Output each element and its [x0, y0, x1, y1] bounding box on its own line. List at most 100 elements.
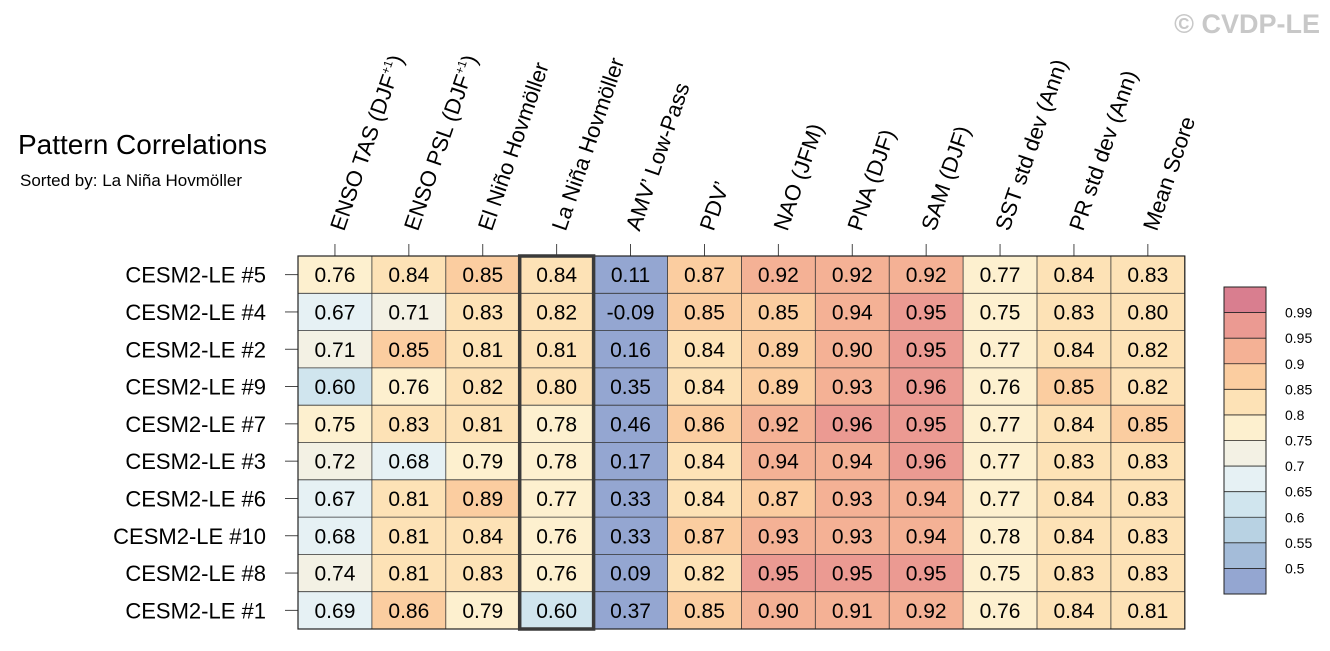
- cell-value: 0.17: [610, 451, 651, 474]
- cell-value: 0.60: [536, 600, 577, 623]
- heatmap-cell: [298, 554, 373, 593]
- column-labels: ENSO TAS (DJF+1)ENSO PSL (DJF+1)El Niño …: [325, 51, 1200, 256]
- highlight-box: [517, 254, 596, 631]
- cell-value: 0.81: [462, 339, 503, 362]
- cell-value: 0.82: [684, 563, 725, 586]
- cell-value: 0.94: [906, 525, 947, 548]
- cell-value: 0.84: [536, 264, 577, 287]
- cell-value: 0.84: [1054, 600, 1095, 623]
- heatmap-cell: [741, 517, 816, 555]
- cell-value: 0.35: [610, 376, 651, 399]
- column-label: AMV’ Low-Pass: [621, 79, 695, 233]
- colorbar-swatch: [1224, 542, 1266, 569]
- cell-value: 0.90: [832, 339, 873, 362]
- heatmap-cell: [963, 517, 1038, 555]
- heatmap-cell: [815, 591, 890, 630]
- heatmap-cell: [1110, 442, 1186, 481]
- cell-value: 0.86: [388, 600, 429, 623]
- cell-value: 0.83: [1054, 451, 1095, 474]
- cell-value: 0.75: [980, 301, 1021, 324]
- cell-value: 0.95: [906, 301, 947, 324]
- cell-value: 0.95: [906, 413, 947, 436]
- cell-value: 0.95: [906, 339, 947, 362]
- cell-value: 0.95: [758, 563, 799, 586]
- colorbar-tick-label: 0.65: [1285, 484, 1312, 500]
- heatmap-cell: [519, 330, 595, 369]
- row-label: CESM2-LE #9: [125, 375, 266, 400]
- cell-value: 0.77: [980, 339, 1021, 362]
- colorbar: 0.5 0.55 0.6 0.65 0.7 0.75 0.8 0.85 0.9 0.95 0.99: [1223, 286, 1312, 595]
- cell-value: 0.11: [611, 264, 650, 287]
- heatmap-cell: [298, 591, 373, 630]
- chart-subtitle: Sorted by: La Niña Hovmöller: [20, 171, 242, 190]
- cell-value: 0.92: [758, 413, 799, 436]
- heatmap-cell: [371, 330, 447, 369]
- cell-value: 0.71: [315, 339, 356, 362]
- cell-value: 0.90: [758, 600, 799, 623]
- heatmap-cell: [593, 367, 668, 406]
- colorbar-swatch: [1224, 389, 1266, 416]
- heatmap-cell: [593, 405, 668, 443]
- highlight-column-box: [517, 254, 596, 631]
- heatmap-cell: [889, 554, 964, 593]
- heatmap-cell: [445, 330, 521, 369]
- cell-value: 0.83: [1054, 301, 1095, 324]
- heatmap-cell: [1037, 517, 1112, 555]
- cell-value: 0.83: [1127, 264, 1168, 287]
- heatmap-cell: [889, 256, 964, 294]
- heatmap-cell: [1110, 591, 1186, 630]
- colorbar-tick-label: 0.85: [1285, 381, 1312, 397]
- cell-value: 0.84: [684, 451, 725, 474]
- heatmap-cell: [963, 256, 1038, 294]
- cell-value: 0.93: [758, 525, 799, 548]
- colorbar-tick-label: 0.75: [1285, 433, 1312, 449]
- cell-value: 0.78: [536, 451, 577, 474]
- heatmap-cell: [889, 442, 964, 481]
- heatmap-cell: [963, 405, 1038, 443]
- column-label: PNA (DJF): [842, 126, 900, 234]
- colorbar-tick-label: 0.55: [1285, 535, 1312, 551]
- cell-value: 0.82: [1127, 339, 1168, 362]
- cell-value: 0.89: [462, 488, 503, 511]
- colorbar-swatch: [1224, 440, 1266, 467]
- cell-value: 0.96: [906, 376, 947, 399]
- heatmap-cell: [298, 517, 373, 555]
- cell-value: 0.81: [536, 339, 577, 362]
- heatmap-cell: [667, 256, 742, 294]
- cell-value: 0.84: [1054, 413, 1095, 436]
- cell-value: 0.76: [980, 600, 1021, 623]
- cell-value: 0.85: [388, 339, 429, 362]
- row-label: CESM2-LE #6: [125, 486, 266, 511]
- cell-value: 0.85: [1054, 376, 1095, 399]
- cell-value: 0.91: [832, 600, 873, 623]
- heatmap-cell: [815, 405, 890, 443]
- cell-value: 0.79: [462, 451, 503, 474]
- heatmap-cell: [519, 554, 595, 593]
- cell-value: 0.69: [315, 600, 356, 623]
- cell-value: 0.94: [832, 301, 873, 324]
- heatmap-cell: [371, 517, 447, 555]
- heatmap-cell: [1110, 367, 1186, 406]
- cell-value: 0.92: [906, 264, 947, 287]
- heatmap-cell: [889, 479, 964, 518]
- heatmap-cell: [889, 517, 964, 555]
- cell-value: 0.09: [610, 563, 651, 586]
- cell-value: 0.96: [906, 451, 947, 474]
- heatmap-cell: [519, 479, 595, 518]
- colorbar-tick-label: 0.9: [1285, 356, 1305, 372]
- heatmap-cell: [371, 591, 447, 630]
- heatmap-cell: [741, 479, 816, 518]
- row-label: CESM2-LE #4: [125, 300, 266, 325]
- heatmap-cell: [667, 517, 742, 555]
- cell-value: 0.76: [388, 376, 429, 399]
- heatmap-cell: [741, 256, 816, 294]
- cell-value: 0.94: [906, 488, 947, 511]
- cell-value: 0.74: [315, 563, 356, 586]
- cell-value: 0.81: [1127, 600, 1168, 623]
- cell-value: 0.80: [536, 376, 577, 399]
- colorbar-tick-label: 0.6: [1285, 509, 1305, 525]
- cell-value: 0.85: [684, 600, 725, 623]
- cell-value: 0.93: [832, 525, 873, 548]
- heatmap-cell: [445, 293, 521, 332]
- heatmap-cell: [371, 554, 447, 593]
